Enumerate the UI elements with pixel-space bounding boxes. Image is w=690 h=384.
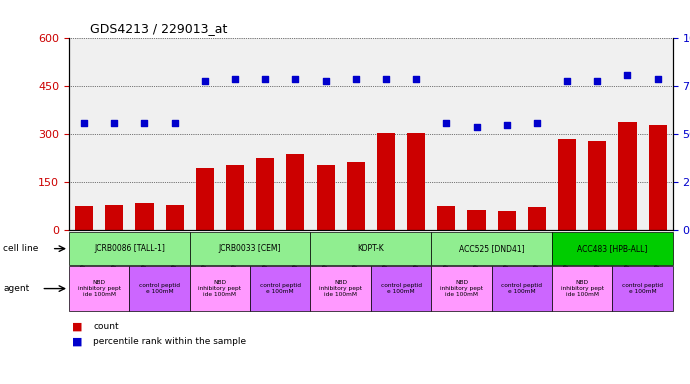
- Bar: [317, 165, 335, 230]
- Bar: [528, 207, 546, 230]
- Point: [652, 76, 663, 82]
- Bar: [437, 207, 455, 230]
- Bar: [346, 162, 365, 230]
- Bar: [135, 203, 153, 230]
- Text: control peptid
e 100mM: control peptid e 100mM: [139, 283, 180, 294]
- Text: NBD
inhibitory pept
ide 100mM: NBD inhibitory pept ide 100mM: [78, 280, 121, 297]
- Point: [471, 124, 482, 130]
- Bar: [166, 205, 184, 230]
- Point: [79, 120, 90, 126]
- Text: count: count: [93, 322, 119, 331]
- Bar: [649, 125, 667, 230]
- Text: control peptid
e 100mM: control peptid e 100mM: [260, 283, 301, 294]
- Point: [290, 76, 301, 82]
- Text: NBD
inhibitory pept
ide 100mM: NBD inhibitory pept ide 100mM: [199, 280, 242, 297]
- Text: JCRB0033 [CEM]: JCRB0033 [CEM]: [219, 244, 282, 253]
- Text: JCRB0086 [TALL-1]: JCRB0086 [TALL-1]: [94, 244, 165, 253]
- Bar: [226, 165, 244, 230]
- Bar: [105, 205, 124, 230]
- Point: [169, 120, 180, 126]
- Point: [531, 120, 542, 126]
- Point: [351, 76, 362, 82]
- Bar: [468, 210, 486, 230]
- Text: GDS4213 / 229013_at: GDS4213 / 229013_at: [90, 22, 227, 35]
- Bar: [196, 168, 214, 230]
- Text: NBD
inhibitory pept
ide 100mM: NBD inhibitory pept ide 100mM: [561, 280, 604, 297]
- Text: percentile rank within the sample: percentile rank within the sample: [93, 337, 246, 346]
- Bar: [256, 158, 275, 230]
- Point: [259, 76, 270, 82]
- Point: [592, 78, 603, 84]
- Text: ■: ■: [72, 322, 83, 332]
- Text: NBD
inhibitory pept
ide 100mM: NBD inhibitory pept ide 100mM: [319, 280, 362, 297]
- Bar: [618, 122, 637, 230]
- Bar: [407, 133, 425, 230]
- Point: [622, 72, 633, 78]
- Bar: [558, 139, 576, 230]
- Text: ■: ■: [72, 336, 83, 346]
- Point: [411, 76, 422, 82]
- Bar: [286, 154, 304, 230]
- Point: [139, 120, 150, 126]
- Point: [441, 120, 452, 126]
- Text: control peptid
e 100mM: control peptid e 100mM: [502, 283, 542, 294]
- Point: [230, 76, 241, 82]
- Bar: [497, 211, 515, 230]
- Text: ACC525 [DND41]: ACC525 [DND41]: [459, 244, 524, 253]
- Text: KOPT-K: KOPT-K: [357, 244, 384, 253]
- Text: control peptid
e 100mM: control peptid e 100mM: [622, 283, 663, 294]
- Bar: [588, 141, 607, 230]
- Bar: [75, 207, 93, 230]
- Point: [501, 122, 512, 128]
- Point: [562, 78, 573, 84]
- Point: [380, 76, 391, 82]
- Point: [199, 78, 210, 84]
- Text: control peptid
e 100mM: control peptid e 100mM: [381, 283, 422, 294]
- Point: [320, 78, 331, 84]
- Text: agent: agent: [3, 284, 30, 293]
- Point: [109, 120, 120, 126]
- Text: ACC483 [HPB-ALL]: ACC483 [HPB-ALL]: [578, 244, 647, 253]
- Text: NBD
inhibitory pept
ide 100mM: NBD inhibitory pept ide 100mM: [440, 280, 483, 297]
- Bar: [377, 133, 395, 230]
- Text: cell line: cell line: [3, 244, 39, 253]
